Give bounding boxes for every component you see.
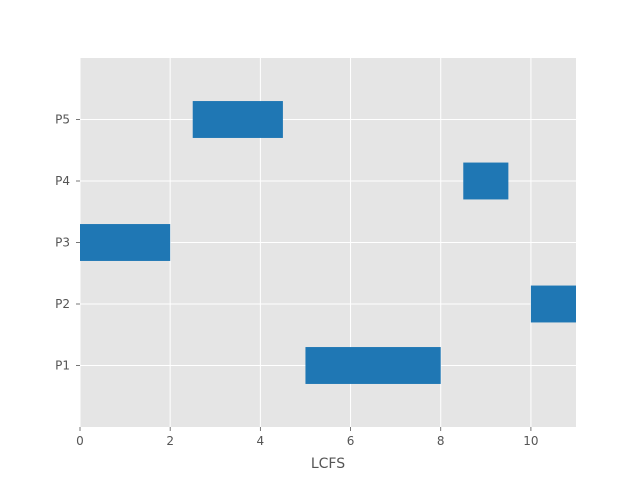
bars [80,101,576,384]
x-tick-label: 0 [76,434,84,448]
y-axis-ticks: P1 P2 P3 P4 P5 [55,113,80,373]
y-tick-label: P1 [55,359,70,373]
y-tick-label: P2 [55,297,70,311]
bar-p3 [80,224,171,261]
x-tick-label: 2 [166,434,174,448]
x-tick-label: 4 [257,434,265,448]
y-tick-label: P3 [55,236,70,250]
bar-p2 [530,285,576,323]
x-tick-label: 10 [523,434,538,448]
x-tick-label: 8 [437,434,445,448]
bar-p4 [463,162,509,200]
bar-p1 [305,347,441,384]
y-tick-label: P5 [55,113,70,127]
x-axis-label: LCFS [311,456,345,472]
y-tick-label: P4 [55,174,70,188]
bar-p5 [192,101,283,138]
x-axis-ticks: 0 2 4 6 8 10 [76,427,539,448]
x-tick-label: 6 [347,434,355,448]
